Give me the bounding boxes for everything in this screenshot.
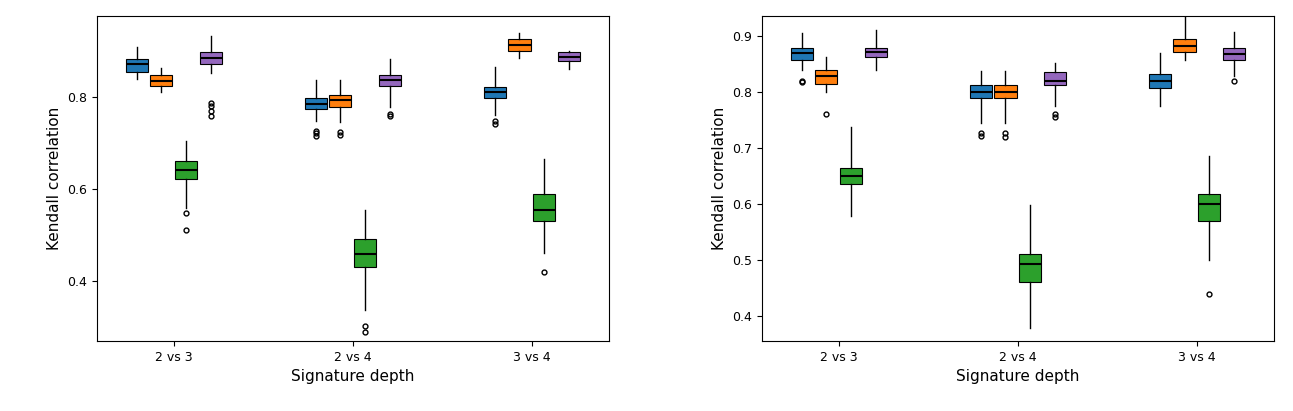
PathPatch shape: [1148, 74, 1171, 88]
PathPatch shape: [199, 52, 222, 64]
PathPatch shape: [330, 95, 352, 107]
PathPatch shape: [994, 85, 1016, 98]
PathPatch shape: [150, 75, 172, 85]
PathPatch shape: [508, 39, 530, 51]
PathPatch shape: [970, 85, 992, 98]
PathPatch shape: [1223, 48, 1245, 60]
PathPatch shape: [305, 98, 327, 109]
PathPatch shape: [1199, 194, 1221, 221]
PathPatch shape: [865, 48, 887, 57]
PathPatch shape: [1043, 72, 1065, 85]
PathPatch shape: [1019, 254, 1041, 282]
Y-axis label: Kendall correlation: Kendall correlation: [47, 107, 62, 250]
PathPatch shape: [125, 59, 147, 72]
Y-axis label: Kendall correlation: Kendall correlation: [711, 107, 727, 250]
PathPatch shape: [790, 48, 813, 60]
PathPatch shape: [379, 75, 401, 85]
PathPatch shape: [484, 87, 506, 98]
PathPatch shape: [533, 194, 555, 222]
X-axis label: Signature depth: Signature depth: [291, 369, 415, 384]
PathPatch shape: [175, 161, 197, 179]
X-axis label: Signature depth: Signature depth: [956, 369, 1080, 384]
PathPatch shape: [557, 52, 581, 61]
PathPatch shape: [1174, 39, 1196, 52]
PathPatch shape: [840, 168, 862, 185]
PathPatch shape: [354, 239, 376, 268]
PathPatch shape: [816, 69, 838, 83]
